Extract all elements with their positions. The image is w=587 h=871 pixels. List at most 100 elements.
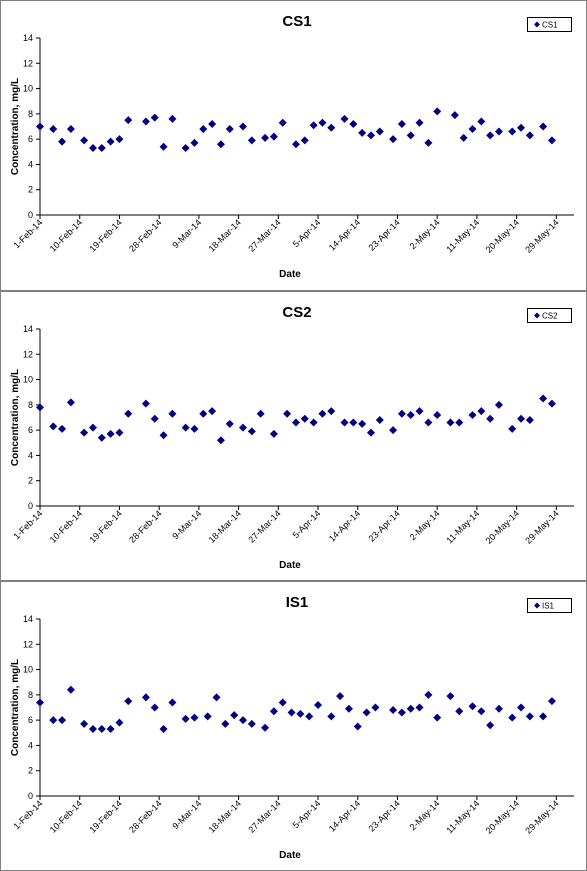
x-tick-label: 29-May-14 (523, 217, 560, 254)
x-tick-label: 20-May-14 (484, 798, 521, 835)
chart-svg-is1: IS1 0 2 4 6 8 10 12 14 1-Feb-14 10-Feb-14 19-Feb-14… (0, 581, 587, 871)
data-point-is1 (168, 698, 177, 707)
data-point-cs2 (517, 414, 526, 423)
x-tick-label: 5-Apr-14 (291, 798, 323, 830)
data-point-cs2 (318, 409, 327, 418)
data-point-cs1 (36, 122, 44, 131)
data-point-cs1 (291, 140, 300, 149)
data-point-is1 (261, 723, 270, 732)
chart-svg-cs2: CS2 0 2 4 6 8 10 12 14 1-Feb-14 10-Feb-14 19-Feb-14… (0, 291, 587, 581)
data-point-cs1 (366, 131, 375, 140)
data-point-cs1 (199, 125, 208, 134)
data-point-is1 (389, 706, 398, 715)
data-point-cs1 (309, 121, 318, 130)
data-point-cs1 (433, 107, 442, 116)
data-point-is1 (327, 712, 336, 721)
data-point-cs2 (366, 428, 375, 437)
data-point-is1 (486, 721, 495, 730)
y-tick-label: 0 (28, 501, 33, 511)
data-point-is1 (203, 712, 212, 721)
x-tick-label: 23-Apr-14 (367, 798, 402, 833)
y-tick-label: 14 (23, 324, 33, 334)
x-tick-label: 10-Feb-14 (48, 798, 84, 834)
data-point-cs2 (327, 407, 336, 416)
legend-label: CS2 (542, 312, 558, 321)
y-tick-label: 2 (28, 476, 33, 486)
data-point-is1 (508, 713, 517, 722)
data-point-is1 (455, 707, 464, 716)
chart-title: IS1 (286, 594, 309, 611)
data-point-cs2 (349, 418, 358, 427)
data-point-is1 (406, 704, 415, 713)
x-tick-label: 19-Feb-14 (87, 798, 123, 834)
x-tick-label: 10-Feb-14 (48, 508, 84, 544)
x-axis-title: Date (279, 560, 301, 571)
data-point-cs1 (80, 136, 89, 145)
data-point-cs2 (80, 428, 89, 437)
data-point-cs2 (199, 409, 208, 418)
data-point-cs1 (106, 137, 115, 146)
data-point-cs2 (283, 409, 292, 418)
data-point-cs2 (239, 423, 248, 432)
data-point-is1 (36, 698, 44, 707)
data-point-cs1 (318, 118, 327, 127)
x-tick-label: 29-May-14 (523, 798, 560, 835)
x-tick-label: 14-Apr-14 (327, 798, 362, 833)
data-point-cs1 (477, 117, 486, 126)
data-point-cs2 (539, 394, 548, 403)
data-point-cs2 (494, 400, 503, 409)
data-point-cs1 (168, 114, 177, 123)
data-point-cs2 (547, 399, 556, 408)
data-point-is1 (547, 697, 556, 706)
data-point-is1 (49, 716, 58, 725)
y-tick-label: 8 (28, 690, 33, 700)
data-point-cs2 (36, 403, 44, 412)
y-tick-label: 8 (28, 400, 33, 410)
data-point-cs2 (124, 409, 133, 418)
y-tick-label: 2 (28, 185, 33, 195)
data-point-cs1 (49, 125, 58, 134)
y-tick-label: 4 (28, 740, 33, 750)
data-point-cs1 (88, 143, 97, 152)
x-tick-label: 28-Feb-14 (127, 508, 163, 544)
data-point-cs2 (141, 399, 150, 408)
legend-label: IS1 (542, 602, 555, 611)
legend-marker (534, 602, 540, 609)
data-point-cs1 (278, 118, 287, 127)
y-axis-title: Concentration, mg/L (10, 659, 21, 756)
y-tick-label: 4 (28, 159, 33, 169)
data-point-cs2 (181, 423, 190, 432)
data-point-cs1 (525, 131, 534, 140)
x-tick-label: 10-Feb-14 (48, 217, 84, 253)
data-point-is1 (397, 708, 406, 717)
data-point-is1 (296, 709, 305, 718)
data-point-is1 (58, 716, 67, 725)
legend: CS2 (527, 308, 572, 323)
legend: CS1 (527, 17, 572, 32)
data-point-cs2 (455, 418, 464, 427)
legend-marker (534, 312, 540, 319)
data-point-cs2 (115, 428, 124, 437)
data-point-cs2 (168, 409, 177, 418)
data-point-is1 (190, 713, 199, 722)
x-tick-label: 9-Mar-14 (170, 798, 203, 831)
data-point-is1 (539, 712, 548, 721)
x-tick-label: 1-Feb-14 (12, 217, 45, 250)
data-point-cs1 (450, 111, 459, 120)
chart-panel-cs1: CS1 0 2 4 6 8 10 12 14 1-Feb-14 10-Feb-14 19-Feb-14… (0, 0, 587, 291)
data-point-cs1 (239, 122, 248, 131)
data-point-cs2 (106, 429, 115, 438)
data-point-cs1 (468, 125, 477, 134)
chart-title: CS2 (282, 304, 311, 321)
data-point-is1 (150, 703, 159, 712)
data-point-cs2 (433, 410, 442, 419)
data-point-is1 (468, 702, 477, 711)
data-point-cs1 (208, 119, 217, 128)
x-tick-label: 1-Feb-14 (12, 508, 45, 541)
data-point-is1 (221, 719, 230, 728)
data-point-cs2 (389, 426, 398, 435)
x-tick-label: 18-Mar-14 (207, 798, 243, 834)
data-point-cs1 (190, 138, 199, 147)
x-tick-label: 9-Mar-14 (170, 508, 203, 541)
legend: IS1 (527, 598, 572, 613)
